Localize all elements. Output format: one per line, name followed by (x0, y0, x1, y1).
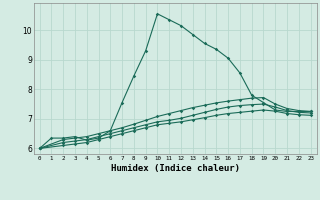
X-axis label: Humidex (Indice chaleur): Humidex (Indice chaleur) (111, 164, 240, 173)
